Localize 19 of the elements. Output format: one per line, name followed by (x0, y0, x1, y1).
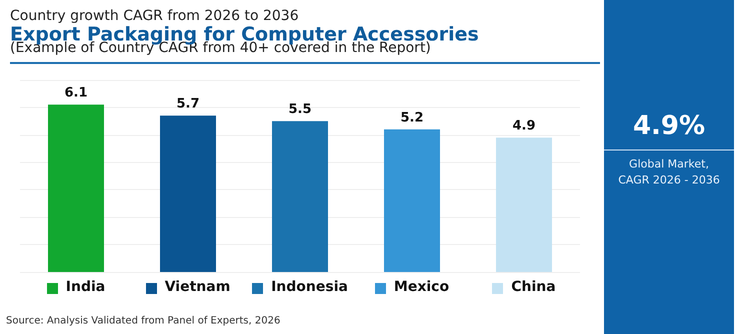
source-note: Source: Analysis Validated from Panel of Experts, 2026 (6, 316, 280, 326)
bar (48, 104, 104, 272)
data-label: 5.2 (400, 110, 424, 126)
data-label: 6.1 (64, 86, 88, 101)
bar (384, 129, 440, 272)
x-tick-label: Indonesia (271, 279, 348, 295)
bar (272, 121, 328, 272)
bar (160, 116, 216, 272)
data-label: 5.7 (176, 96, 200, 112)
x-tick-label: China (511, 279, 556, 295)
chart-subtitle: Country growth CAGR from 2026 to 2036 (10, 8, 299, 24)
x-tick-label: Mexico (394, 279, 450, 295)
x-tick-label: Vietnam (164, 279, 230, 295)
x-tick-label: India (66, 279, 106, 295)
data-label: 5.5 (288, 102, 312, 118)
text: Global Market, CAGR 2026 - 2036 (618, 158, 720, 186)
data-label: 4.9 (512, 118, 536, 134)
bar (496, 138, 552, 272)
text: 4.9% (632, 111, 706, 141)
